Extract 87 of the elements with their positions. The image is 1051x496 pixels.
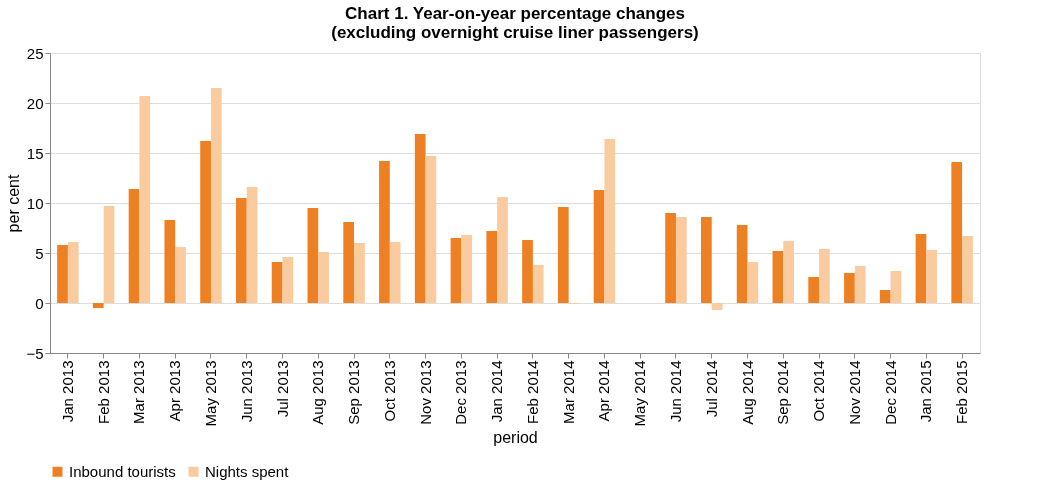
x-tick-label: Sep 2013: [345, 360, 363, 425]
x-tick-label: Oct 2013: [380, 360, 398, 422]
bar: [164, 220, 176, 303]
x-tick-label: Jun 2013: [237, 360, 255, 423]
bar: [532, 265, 544, 303]
bar: [210, 88, 222, 303]
x-tick-label: Feb 2014: [523, 360, 541, 424]
bar: [819, 249, 830, 303]
bar: [879, 290, 891, 303]
x-tick-label: Feb 2015: [953, 360, 971, 424]
bar: [701, 217, 712, 303]
x-tick-label: Dec 2014: [881, 360, 899, 425]
x-tick-label: Feb 2013: [94, 360, 112, 424]
y-tick-label: 25: [26, 44, 44, 62]
bar: [854, 266, 866, 303]
y-tick-label: 10: [26, 194, 44, 212]
bar: [92, 303, 104, 308]
y-tick-label: 5: [35, 244, 44, 262]
bar: [593, 190, 605, 303]
x-tick-label: May 2013: [201, 360, 219, 427]
x-tick-label: Jan 2013: [58, 360, 76, 423]
x-tick-label: Mar 2014: [559, 360, 577, 424]
bar: [772, 251, 784, 303]
bar: [665, 213, 676, 303]
y-axis-title: per cent: [5, 174, 23, 233]
bar: [450, 238, 462, 303]
bar: [307, 208, 319, 303]
y-tick-label: 20: [26, 94, 44, 112]
x-tick-label: Aug 2013: [309, 360, 327, 425]
bar: [271, 262, 283, 303]
x-tick-label: May 2014: [631, 360, 649, 427]
x-tick-label: Jul 2014: [702, 360, 720, 418]
x-tick-label: Jan 2014: [488, 360, 506, 423]
bar: [675, 217, 687, 303]
bar: [486, 231, 498, 303]
x-tick-label: Aug 2014: [738, 360, 756, 425]
bar: [557, 207, 569, 303]
bar: [57, 245, 68, 303]
bar: [711, 303, 723, 310]
x-tick-label: Jun 2014: [666, 360, 684, 423]
x-tick-label: Nov 2013: [416, 360, 434, 425]
x-tick-label: Apr 2013: [166, 360, 184, 422]
bar: [67, 242, 79, 303]
bar: [343, 222, 355, 303]
bar: [522, 240, 533, 303]
bar: [103, 206, 115, 303]
legend-label: Nights spent: [205, 462, 290, 480]
bar: [890, 271, 902, 303]
x-tick-label: Jan 2015: [917, 360, 935, 423]
y-tick-label: 0: [35, 294, 44, 312]
x-tick-label: Dec 2013: [452, 360, 470, 425]
bar: [425, 156, 437, 303]
bar: [318, 252, 329, 303]
bar: [844, 273, 855, 303]
x-axis-title: period: [493, 429, 538, 447]
bar: [604, 139, 616, 303]
bar: [414, 134, 426, 303]
chart-title: Chart 1. Year-on-year percentage changes (excluding overnight cruise liner passengers): [331, 4, 699, 42]
y-tick-label: −5: [26, 344, 44, 362]
bar: [236, 198, 247, 303]
bar: [389, 242, 401, 303]
bar: [246, 187, 258, 303]
bar: [128, 189, 140, 303]
bar: [808, 277, 820, 303]
bar: [783, 241, 794, 303]
bar: [747, 262, 759, 303]
bar: [461, 235, 473, 303]
bar: [736, 225, 748, 303]
bar: [962, 236, 973, 303]
bar: [915, 234, 927, 303]
bar: [379, 161, 390, 303]
bar: [175, 247, 186, 303]
bar: [282, 257, 294, 303]
bar: [926, 250, 938, 303]
y-tick-label: 15: [26, 144, 44, 162]
x-tick-label: Jul 2013: [273, 360, 291, 418]
x-tick-label: Oct 2014: [810, 360, 828, 422]
bar: [497, 197, 508, 303]
legend-label: Inbound tourists: [69, 462, 176, 480]
x-tick-label: Sep 2014: [774, 360, 792, 425]
x-tick-label: Mar 2013: [130, 360, 148, 424]
x-tick-label: Nov 2014: [845, 360, 863, 425]
bar: [139, 96, 151, 303]
bar: [200, 141, 211, 303]
bar: [951, 162, 963, 303]
x-tick-label: Apr 2014: [595, 360, 613, 422]
bar: [354, 243, 365, 303]
